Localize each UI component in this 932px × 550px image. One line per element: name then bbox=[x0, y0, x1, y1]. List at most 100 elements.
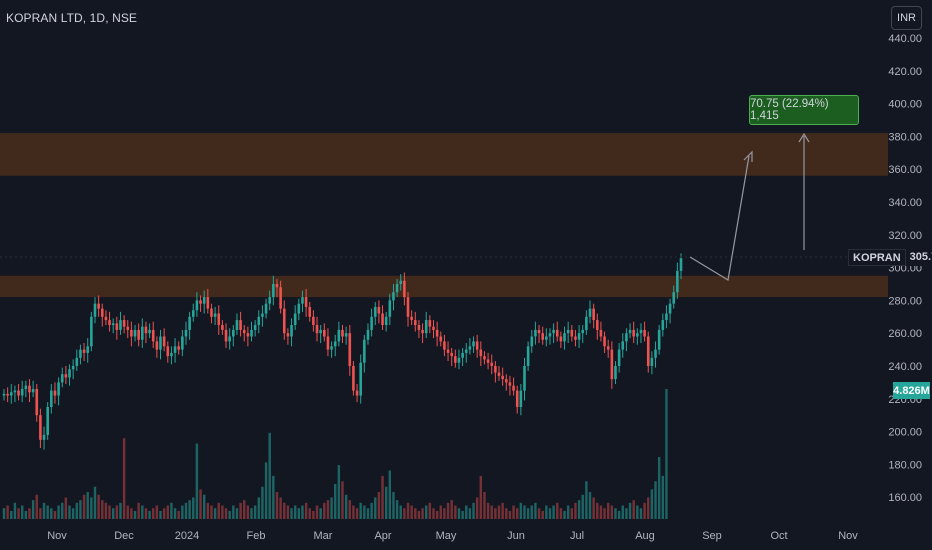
candle-body bbox=[417, 325, 421, 330]
volume-bar bbox=[239, 502, 242, 519]
symbol-title[interactable]: KOPRAN LTD, 1D, NSE bbox=[6, 11, 138, 25]
candle-body bbox=[355, 390, 359, 396]
candle-body bbox=[162, 336, 166, 347]
volume-bar bbox=[596, 502, 599, 519]
volume-bar bbox=[628, 502, 632, 519]
volume-bar bbox=[253, 505, 257, 519]
volume-bar bbox=[28, 508, 31, 519]
candle-body bbox=[337, 329, 341, 342]
candle-body bbox=[443, 341, 446, 350]
volume-bar bbox=[221, 505, 224, 519]
x-axis[interactable]: Nov Dec 2024 Feb Mar Apr May Jun Jul Aug Sep Oct Nov bbox=[47, 530, 858, 542]
volume-bar bbox=[261, 486, 264, 519]
candle-body bbox=[108, 320, 111, 325]
volume-bar bbox=[348, 500, 351, 519]
x-tick-label: Nov bbox=[838, 530, 858, 542]
volume-bar bbox=[657, 457, 661, 519]
volume-bar bbox=[508, 510, 512, 519]
candle-body bbox=[406, 297, 410, 317]
candle-body bbox=[115, 323, 119, 330]
zone-0 bbox=[0, 133, 888, 176]
candle-body bbox=[384, 316, 388, 325]
candle-body bbox=[450, 352, 453, 357]
y-axis[interactable]: 440.00 420.00 400.00 380.00 360.00 340.00 320.… bbox=[888, 33, 922, 504]
measure-tooltip[interactable]: 70.75 (22.94%) 1,415 bbox=[749, 95, 859, 125]
volume-bar bbox=[17, 508, 20, 519]
candle-body bbox=[504, 379, 508, 383]
candle-body bbox=[126, 326, 130, 330]
candle-body bbox=[232, 329, 235, 337]
candle-body bbox=[501, 375, 504, 380]
x-tick-label: Aug bbox=[635, 530, 655, 542]
candle-body bbox=[290, 325, 293, 337]
currency-button[interactable]: INR bbox=[891, 6, 922, 30]
volume-bar bbox=[461, 510, 464, 519]
volume-bar bbox=[552, 505, 555, 519]
candle-body bbox=[130, 329, 133, 337]
volume-bar bbox=[232, 505, 235, 519]
candle-body bbox=[119, 320, 122, 330]
candle-body bbox=[242, 329, 246, 334]
candle-body bbox=[461, 352, 464, 358]
volume-bar bbox=[46, 505, 49, 519]
candle-body bbox=[588, 308, 592, 317]
candle-body bbox=[413, 320, 417, 325]
x-tick-label: 2024 bbox=[175, 530, 199, 542]
volume-bar bbox=[293, 505, 297, 519]
volume-bar bbox=[301, 505, 304, 519]
volume-bar bbox=[370, 502, 373, 519]
candle-body bbox=[35, 388, 39, 416]
candle-body bbox=[42, 434, 46, 440]
candle-body bbox=[39, 415, 42, 440]
volume-bar bbox=[257, 497, 260, 519]
candle-body bbox=[173, 346, 177, 353]
volume-bar bbox=[13, 502, 17, 519]
volume-bar bbox=[425, 505, 428, 519]
candle-body bbox=[202, 297, 206, 304]
volume-bar bbox=[537, 508, 541, 519]
volume-bar bbox=[6, 505, 9, 519]
candle-body bbox=[159, 336, 162, 350]
candle-body bbox=[519, 390, 523, 407]
zone-1 bbox=[0, 275, 888, 298]
candle-body bbox=[559, 336, 563, 342]
volume-bar bbox=[359, 502, 362, 519]
candle-body bbox=[464, 349, 468, 353]
candle-body bbox=[603, 336, 606, 347]
volume-bar bbox=[166, 505, 169, 519]
volume-bar bbox=[559, 508, 563, 519]
volume-bar bbox=[246, 505, 250, 519]
candle-body bbox=[57, 382, 60, 396]
candle-body bbox=[75, 357, 79, 366]
x-tick-label: Feb bbox=[247, 530, 266, 542]
candle-body bbox=[166, 346, 170, 357]
candle-body bbox=[628, 329, 632, 334]
candle-body bbox=[537, 329, 541, 334]
volume-bar bbox=[516, 508, 519, 519]
candle-body bbox=[646, 336, 650, 366]
volume-bar bbox=[548, 508, 552, 519]
candle-body bbox=[381, 313, 384, 325]
volume-bar bbox=[523, 505, 526, 519]
candle-body bbox=[486, 359, 490, 363]
volume-bar bbox=[71, 508, 75, 519]
candle-body bbox=[526, 346, 530, 366]
candle-body bbox=[377, 306, 381, 314]
candle-body bbox=[657, 329, 661, 350]
candle-body bbox=[585, 316, 588, 330]
volume-bar bbox=[144, 508, 148, 519]
y-tick-label: 440.00 bbox=[888, 33, 922, 45]
volume-bar bbox=[526, 508, 530, 519]
volume-bar bbox=[122, 438, 126, 519]
candle-body bbox=[191, 310, 195, 317]
candle-body bbox=[235, 320, 239, 330]
volume-bar bbox=[75, 502, 78, 519]
candle-body bbox=[563, 333, 566, 342]
y-tick-label: 180.00 bbox=[888, 459, 922, 471]
volume-bar bbox=[505, 508, 508, 519]
candle-body bbox=[403, 280, 406, 298]
candle-body bbox=[606, 346, 610, 350]
candle-body bbox=[581, 329, 585, 334]
candle-body bbox=[359, 362, 362, 396]
